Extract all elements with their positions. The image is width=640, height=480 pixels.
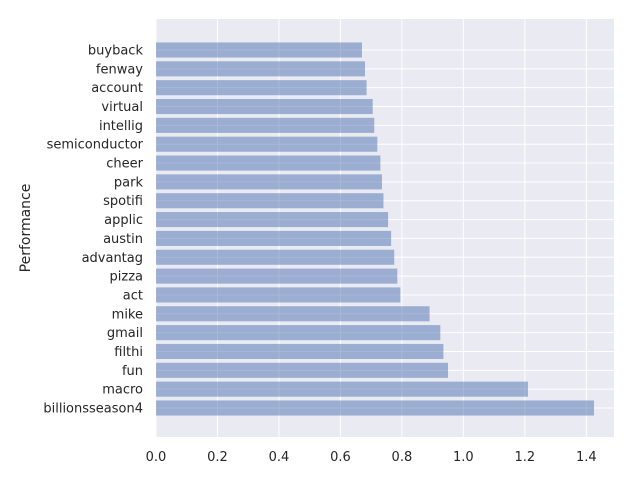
bar-buyback bbox=[156, 42, 362, 58]
y-tick-labels: buyback fenway account virtual intellig semic… bbox=[43, 44, 143, 417]
y-tick-label: account bbox=[91, 81, 143, 96]
bar-filthi bbox=[156, 343, 444, 360]
bar-virtual bbox=[156, 98, 373, 115]
x-tick-labels: 0.0 0.2 0.4 0.6 0.8 1.0 1.2 1.4 bbox=[146, 450, 597, 465]
bar-account bbox=[156, 80, 367, 96]
y-tick-label: cheer bbox=[106, 157, 143, 172]
y-tick-label: fun bbox=[122, 364, 143, 379]
x-tick-label: 0.8 bbox=[392, 450, 413, 465]
bar-act bbox=[156, 287, 401, 303]
bar-fenway bbox=[156, 61, 366, 77]
y-axis-label: Performance bbox=[18, 184, 34, 273]
bar-fun bbox=[156, 362, 449, 378]
y-tick-label: billionsseason4 bbox=[43, 402, 143, 417]
bar-spotifi bbox=[156, 193, 384, 209]
bar-semiconductor bbox=[156, 136, 378, 152]
bar-pizza bbox=[156, 268, 398, 284]
x-tick-label: 0.2 bbox=[207, 450, 228, 465]
y-tick-label: filthi bbox=[114, 345, 143, 360]
y-tick-label: park bbox=[114, 175, 144, 190]
y-tick-label: buyback bbox=[88, 44, 144, 59]
y-tick-label: fenway bbox=[96, 62, 143, 77]
bar-mike bbox=[156, 306, 430, 322]
bar-applic bbox=[156, 212, 389, 228]
y-tick-label: spotifi bbox=[103, 194, 143, 209]
y-tick-label: advantag bbox=[82, 251, 143, 266]
bar-billionsseason4 bbox=[156, 400, 595, 416]
y-tick-label: applic bbox=[104, 213, 143, 228]
bar-advantag bbox=[156, 249, 395, 265]
y-tick-label: gmail bbox=[107, 326, 143, 341]
y-tick-label: act bbox=[123, 288, 143, 303]
y-tick-label: intellig bbox=[99, 119, 143, 134]
x-tick-label: 1.4 bbox=[576, 450, 597, 465]
bar-cheer bbox=[156, 155, 381, 171]
y-tick-label: mike bbox=[112, 307, 143, 322]
bar-park bbox=[156, 174, 382, 190]
bars bbox=[156, 42, 595, 416]
bar-macro bbox=[156, 381, 528, 397]
x-tick-label: 1.2 bbox=[515, 450, 536, 465]
x-tick-label: 1.0 bbox=[453, 450, 474, 465]
bar-intellig bbox=[156, 117, 375, 133]
y-tick-label: austin bbox=[103, 232, 143, 247]
y-tick-label: pizza bbox=[110, 270, 143, 285]
y-tick-label: semiconductor bbox=[47, 138, 144, 153]
bar-austin bbox=[156, 230, 392, 246]
y-tick-label: macro bbox=[102, 383, 143, 398]
y-tick-label: virtual bbox=[101, 100, 143, 115]
x-tick-label: 0.0 bbox=[146, 450, 167, 465]
bar-gmail bbox=[156, 325, 441, 341]
x-tick-label: 0.4 bbox=[269, 450, 290, 465]
x-tick-label: 0.6 bbox=[330, 450, 351, 465]
